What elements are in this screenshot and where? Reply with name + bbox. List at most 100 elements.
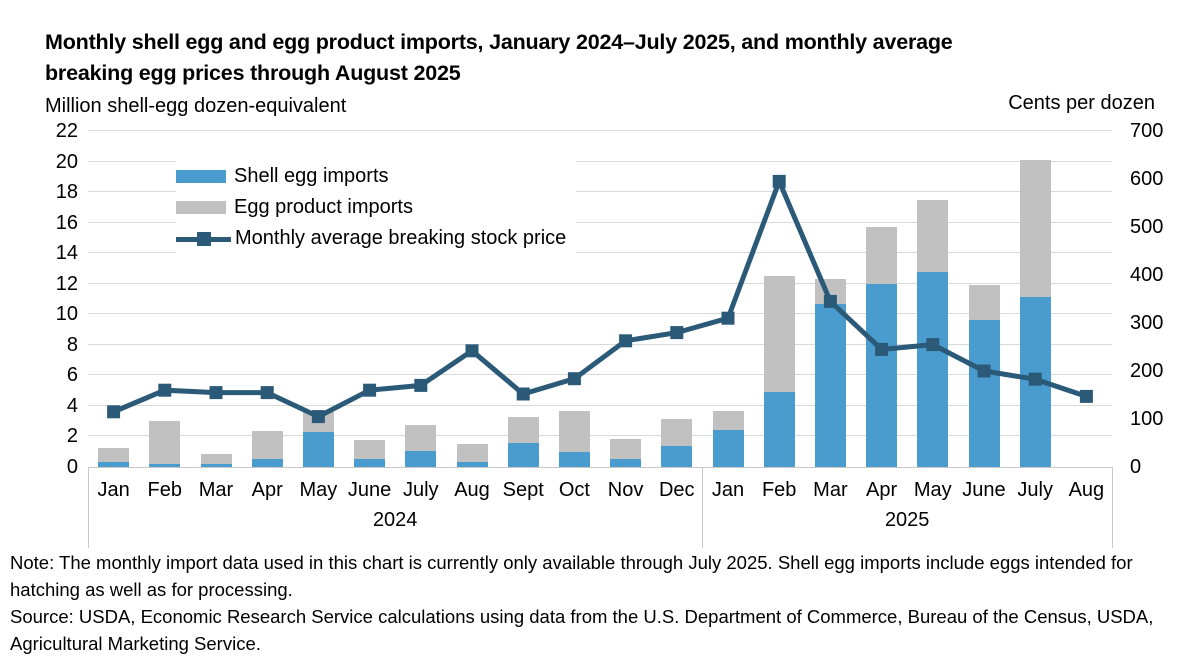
x-axis-month-label: Jan <box>97 479 130 501</box>
egg-product-imports-segment <box>712 411 744 430</box>
x-axis-month-label: Aug <box>454 479 490 501</box>
axis-group-separator <box>1112 467 1113 548</box>
legend-item-egg-product-imports: Egg product imports <box>176 192 577 223</box>
axis-group-separator <box>88 467 89 548</box>
shell-imports-swatch-icon <box>176 170 226 183</box>
shell-egg-imports-segment <box>507 442 539 467</box>
price-marker-nov <box>619 334 633 348</box>
gridline <box>88 130 1112 131</box>
x-axis-month-label: Jan <box>711 479 745 501</box>
shell-egg-imports-segment <box>251 459 283 467</box>
price-marker-jan <box>721 311 735 325</box>
price-marker-mar <box>823 294 837 308</box>
price-marker-feb <box>158 383 172 397</box>
import-bar-june-2025 <box>968 285 1000 467</box>
egg-product-imports-segment <box>354 439 386 459</box>
shell-egg-imports-segment <box>149 463 181 467</box>
egg-product-imports-segment <box>507 416 539 443</box>
x-axis-year-label-2024: 2024 <box>372 509 418 531</box>
import-bar-june-2024 <box>354 439 386 467</box>
x-axis-line <box>88 467 1112 468</box>
right-axis-unit-label: Cents per dozen <box>1008 92 1155 114</box>
import-bar-july-2024 <box>405 425 437 467</box>
right-axis-tick-label: 300 <box>1130 312 1164 334</box>
import-bar-oct-2024 <box>558 410 590 467</box>
legend-label: Egg product imports <box>234 196 413 218</box>
price-marker-dec <box>670 326 684 340</box>
egg-product-imports-segment <box>251 431 283 460</box>
x-axis-month-label: Apr <box>251 479 283 501</box>
x-axis-month-label: Dec <box>658 479 695 501</box>
x-axis-month-label: June <box>962 479 1006 501</box>
x-axis-month-label: Nov <box>607 479 644 501</box>
price-marker-aug <box>465 344 479 358</box>
gridline <box>88 252 1112 254</box>
price-marker-feb <box>772 174 786 188</box>
chart-source: Source: USDA, Economic Research Service … <box>10 606 1154 654</box>
right-axis-tick-label: 200 <box>1130 360 1164 382</box>
legend-label: Monthly average breaking stock price <box>235 227 567 249</box>
left-axis-tick-label: 18 <box>55 181 78 204</box>
gridline <box>88 343 1112 345</box>
price-marker-apr <box>260 386 274 400</box>
egg-product-imports-segment <box>968 285 1000 321</box>
import-bar-jan-2024 <box>98 447 130 467</box>
legend-label: Shell egg imports <box>234 165 389 187</box>
gridline <box>88 435 1112 437</box>
import-bar-may-2025 <box>917 199 949 467</box>
right-axis-tick-label: 0 <box>1130 456 1142 478</box>
price-line-swatch-icon <box>176 231 231 246</box>
left-axis-tick-label: 16 <box>55 211 78 234</box>
shell-egg-imports-segment <box>302 431 334 467</box>
egg-product-imports-segment <box>200 454 232 464</box>
left-axis-tick-label: 20 <box>55 150 78 173</box>
x-axis-month-label: Feb <box>761 479 797 501</box>
x-axis-month-label: July <box>1017 479 1053 501</box>
price-marker-june <box>363 383 377 397</box>
left-axis-tick-label: 14 <box>55 242 78 265</box>
import-bar-apr-2025 <box>866 227 898 467</box>
price-marker-sept <box>516 387 530 401</box>
shell-egg-imports-segment <box>405 450 437 467</box>
x-axis-month-label: Oct <box>558 479 590 501</box>
left-axis-tick-label: 0 <box>66 456 78 478</box>
left-axis-tick-label: 2 <box>66 425 78 448</box>
price-marker-june <box>977 364 991 378</box>
x-axis-month-label: Mar <box>813 479 848 501</box>
import-bar-mar-2024 <box>200 454 232 467</box>
import-bar-mar-2025 <box>814 279 846 467</box>
shell-egg-imports-segment <box>866 283 898 467</box>
egg-product-imports-segment <box>917 199 949 272</box>
egg-product-imports-segment <box>558 410 590 452</box>
chart-legend: Shell egg imports Egg product imports Mo… <box>176 161 577 254</box>
shell-egg-imports-segment <box>763 392 795 467</box>
chart-note: Note: The monthly import data used in th… <box>10 552 1133 600</box>
price-marker-may <box>926 338 940 352</box>
chart-title-line1: Monthly shell egg and egg product import… <box>45 30 953 54</box>
egg-product-imports-segment <box>610 438 642 459</box>
price-line <box>112 174 1088 420</box>
left-axis-tick-label: 12 <box>55 272 78 295</box>
price-marker-july <box>1028 372 1042 386</box>
x-axis-month-label: June <box>347 479 392 501</box>
price-marker-mar <box>209 386 223 400</box>
shell-egg-imports-segment <box>610 458 642 467</box>
egg-product-imports-segment <box>456 444 488 463</box>
import-bar-apr-2024 <box>251 431 283 467</box>
product-imports-swatch-icon <box>176 201 226 214</box>
egg-product-imports-segment <box>405 425 437 451</box>
x-axis-year-label-2025: 2025 <box>884 509 930 531</box>
price-marker-aug <box>1079 389 1093 403</box>
egg-product-imports-segment <box>866 227 898 284</box>
shell-egg-imports-segment <box>712 429 744 467</box>
right-axis-tick-label: 400 <box>1130 264 1164 286</box>
x-axis-month-label: Mar <box>198 479 234 501</box>
x-axis-month-label: Apr <box>866 479 898 501</box>
shell-egg-imports-segment <box>968 320 1000 467</box>
left-axis-tick-label: 8 <box>66 333 78 356</box>
price-marker-apr <box>875 342 889 356</box>
shell-egg-imports-segment <box>917 271 949 467</box>
axis-group-separator <box>702 467 704 548</box>
right-axis-tick-label: 500 <box>1130 216 1164 238</box>
